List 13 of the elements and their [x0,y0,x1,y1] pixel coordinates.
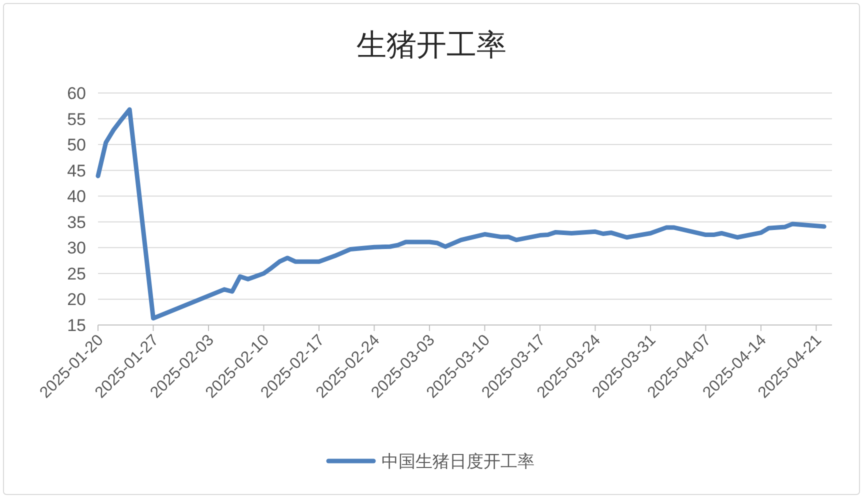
y-tick-label: 25 [67,264,86,284]
y-tick-label: 15 [67,316,86,335]
y-tick-label: 45 [67,161,86,180]
y-tick-label: 55 [67,110,86,129]
y-tick-label: 20 [67,290,86,310]
legend-label: 中国生猪日度开工率 [382,452,534,471]
line-series [96,107,826,321]
y-tick-label: 60 [67,84,86,103]
chart-title: 生猪开工率 [356,29,506,62]
y-tick-label: 50 [67,136,86,155]
y-tick-label: 30 [67,238,86,258]
y-tick-label: 35 [67,212,86,232]
y-tick-label: 40 [67,187,86,206]
